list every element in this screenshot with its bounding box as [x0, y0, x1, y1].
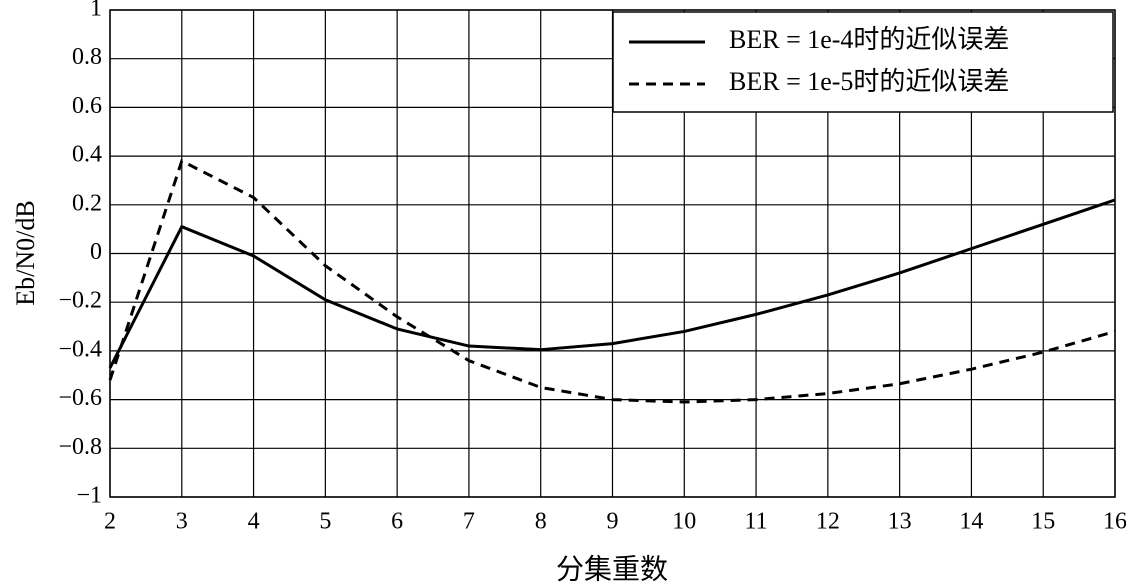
- y-tick-label: 0.2: [72, 190, 102, 216]
- y-axis-label: Eb/N0/dB: [11, 200, 40, 305]
- x-tick-label: 4: [248, 509, 260, 535]
- y-tick-label: −0.6: [58, 385, 102, 411]
- x-tick-label: 6: [391, 509, 403, 535]
- x-tick-label: 3: [176, 509, 188, 535]
- x-tick-label: 10: [672, 509, 696, 535]
- x-tick-label: 2: [104, 509, 116, 535]
- x-tick-label: 14: [959, 509, 983, 535]
- x-tick-label: 11: [745, 509, 768, 535]
- x-axis-label: 分集重数: [556, 553, 668, 585]
- x-tick-label: 15: [1031, 509, 1055, 535]
- x-tick-label: 8: [535, 509, 547, 535]
- y-tick-label: −0.2: [58, 288, 102, 314]
- x-tick-label: 13: [888, 509, 912, 535]
- x-tick-label: 16: [1103, 509, 1126, 535]
- plot-frame: [109, 9, 1116, 498]
- legend-label: BER = 1e-4时的近似误差: [729, 25, 1009, 54]
- data-line: [108, 198, 1116, 369]
- legend-box: [612, 11, 1114, 113]
- y-tick-label: −0.4: [58, 336, 102, 362]
- y-tick-label: 0.8: [72, 44, 102, 70]
- x-tick-label: 7: [463, 509, 475, 535]
- y-tick-label: 0: [90, 239, 102, 265]
- y-tick-label: 1: [90, 0, 102, 22]
- y-tick-label: −0.8: [58, 434, 102, 460]
- x-tick-label: 12: [816, 509, 840, 535]
- y-tick-label: −1: [76, 483, 102, 509]
- data-line: [108, 158, 1116, 404]
- x-tick-label: 9: [607, 509, 619, 535]
- y-tick-label: 0.4: [72, 142, 102, 168]
- y-tick-label: 0.6: [72, 93, 102, 119]
- x-tick-label: 5: [319, 509, 331, 535]
- legend-label: BER = 1e-5时的近似误差: [729, 67, 1009, 96]
